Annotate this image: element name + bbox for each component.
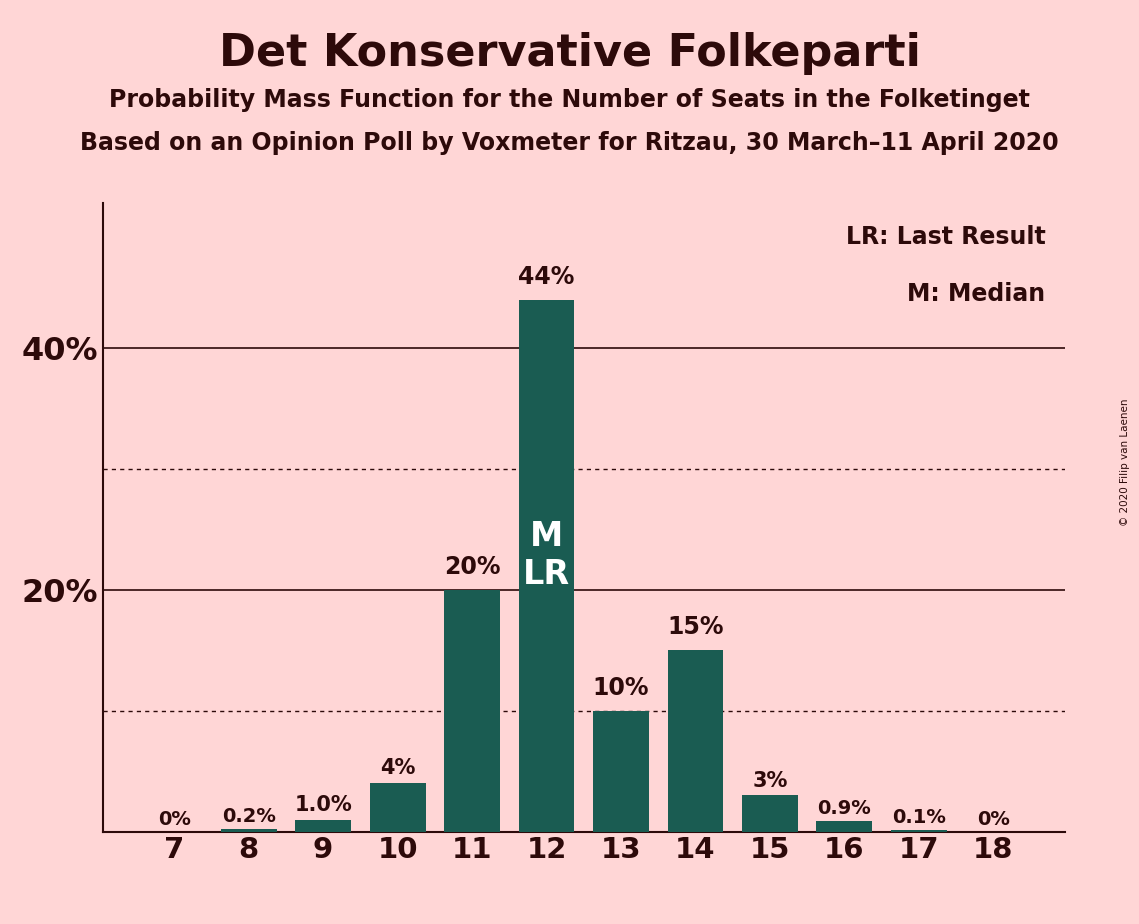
Text: 3%: 3% — [752, 771, 787, 791]
Text: 20%: 20% — [444, 555, 500, 579]
Text: 1.0%: 1.0% — [294, 795, 352, 815]
Bar — [593, 711, 649, 832]
Text: 0%: 0% — [977, 809, 1010, 829]
Bar — [891, 831, 947, 832]
Text: 44%: 44% — [518, 265, 575, 289]
Text: LR: Last Result: LR: Last Result — [845, 225, 1046, 249]
Text: 0.1%: 0.1% — [892, 808, 945, 827]
Text: 0.2%: 0.2% — [222, 808, 276, 826]
Text: © 2020 Filip van Laenen: © 2020 Filip van Laenen — [1120, 398, 1130, 526]
Text: 10%: 10% — [592, 675, 649, 699]
Text: 0.9%: 0.9% — [818, 798, 871, 818]
Bar — [370, 784, 426, 832]
Bar — [667, 650, 723, 832]
Text: Probability Mass Function for the Number of Seats in the Folketinget: Probability Mass Function for the Number… — [109, 88, 1030, 112]
Text: 15%: 15% — [667, 615, 723, 639]
Bar — [444, 590, 500, 832]
Text: M
LR: M LR — [523, 519, 570, 590]
Bar — [817, 821, 872, 832]
Text: 4%: 4% — [380, 759, 416, 778]
Bar — [518, 300, 574, 832]
Text: M: Median: M: Median — [908, 282, 1046, 306]
Bar — [295, 820, 351, 832]
Text: Det Konservative Folkeparti: Det Konservative Folkeparti — [219, 32, 920, 76]
Bar — [741, 796, 797, 832]
Text: Based on an Opinion Poll by Voxmeter for Ritzau, 30 March–11 April 2020: Based on an Opinion Poll by Voxmeter for… — [80, 131, 1059, 155]
Text: 0%: 0% — [157, 809, 190, 829]
Bar — [221, 829, 277, 832]
